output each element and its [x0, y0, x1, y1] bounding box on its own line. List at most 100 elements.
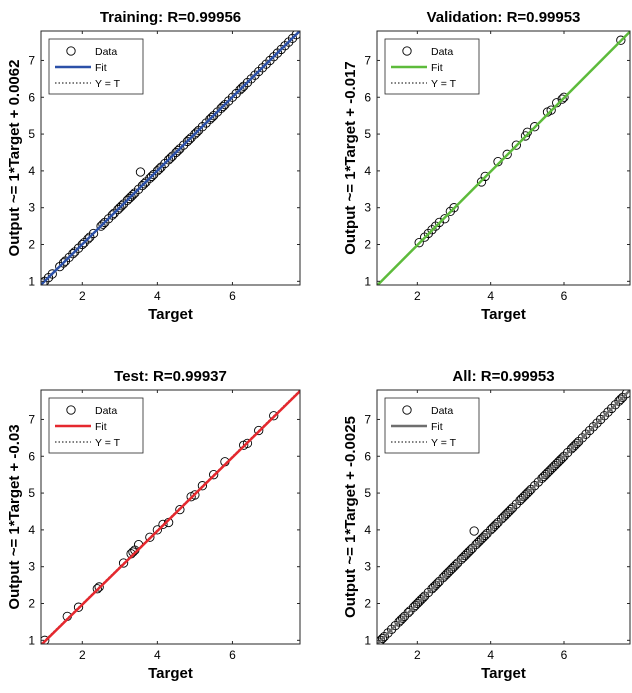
data-point [118, 558, 129, 568]
legend-box [48, 397, 144, 454]
fit-line [41, 390, 300, 644]
x-axis-label: Target [481, 306, 526, 323]
data-point [154, 164, 164, 174]
chart-title: Test: R=0.99937 [114, 368, 227, 385]
y-tick-label: 3 [28, 560, 35, 574]
data-point [409, 602, 419, 612]
y-axis-label: Output ~= 1*Target + -0.03 [6, 424, 23, 609]
data-point [524, 486, 534, 496]
y-tick-label: 6 [364, 449, 371, 463]
y-tick-label: 1 [364, 274, 371, 288]
y-tick-label: 5 [364, 127, 371, 141]
data-point [128, 190, 138, 200]
data-point [92, 584, 102, 594]
x-tick-label: 6 [561, 289, 568, 303]
data-point [429, 582, 439, 592]
legend: Data Fit Y = T [384, 38, 480, 95]
data-point [559, 451, 569, 461]
data-point [152, 525, 163, 535]
data-point [489, 521, 499, 531]
legend: Data Fit Y = T [384, 397, 480, 454]
y-tick-label: 4 [364, 164, 371, 178]
data-point [197, 481, 208, 491]
data-point [41, 635, 50, 644]
y-tick-label: 7 [28, 412, 35, 426]
data-point [581, 429, 591, 439]
data-point [500, 510, 510, 520]
data-point [443, 567, 454, 577]
axes-frame [376, 30, 631, 286]
data-point [399, 611, 410, 622]
y-tick-label: 6 [28, 449, 35, 463]
data-point [383, 628, 393, 638]
x-tick-label: 2 [79, 289, 86, 303]
fit-line [377, 390, 630, 644]
legend-label-data: Data [95, 405, 117, 417]
data-point [107, 210, 117, 220]
plot-content [377, 31, 630, 285]
data-point [175, 504, 185, 515]
y-tick-label: 6 [28, 90, 35, 104]
data-point [41, 278, 48, 285]
x-axis-label: Target [148, 665, 193, 682]
data-point [432, 578, 443, 588]
data-point [596, 414, 606, 425]
axes-frame [40, 389, 301, 645]
legend-marker-data [402, 405, 412, 415]
data-point [480, 171, 490, 182]
data-point [465, 545, 476, 555]
data-point [616, 394, 626, 404]
data-point [431, 221, 441, 231]
data-point [420, 591, 430, 601]
data-point [508, 503, 518, 513]
legend-label-data: Data [431, 46, 453, 58]
data-point [555, 455, 565, 465]
data-point [445, 206, 455, 217]
data-point [502, 149, 512, 159]
data-point [117, 201, 127, 211]
data-point [491, 519, 501, 530]
data-point [147, 171, 157, 182]
data-point [533, 477, 543, 487]
data-point [453, 558, 463, 568]
x-axis-label: Target [481, 665, 526, 682]
data-point [434, 576, 444, 587]
data-point [572, 438, 582, 449]
data-point [405, 606, 415, 616]
legend-label-data: Data [95, 46, 117, 58]
y-axis-label: Output ~= 1*Target + 0.0062 [6, 60, 23, 257]
data-point [539, 471, 549, 482]
data-point [379, 631, 389, 642]
data-point [467, 543, 477, 553]
y-tick-label: 2 [364, 597, 371, 611]
data-point [184, 134, 194, 145]
x-tick-label: 2 [414, 289, 421, 303]
y-tick-label: 4 [28, 523, 35, 537]
legend-label-data: Data [431, 405, 453, 417]
y-tick-label: 3 [364, 201, 371, 215]
data-point [475, 536, 485, 546]
plot-content [377, 390, 630, 644]
data-point [58, 258, 69, 268]
data-point [585, 425, 595, 436]
y-tick-label: 1 [28, 633, 35, 647]
data-point [47, 269, 57, 279]
data-point [427, 584, 437, 594]
plot-content [41, 390, 300, 644]
legend-label-identity: Y = T [95, 437, 121, 449]
data-point [570, 440, 580, 450]
data-point [544, 466, 554, 476]
data-point [377, 637, 384, 644]
legend-marker-data [66, 405, 76, 415]
data-point [478, 532, 488, 542]
chart-title: All: R=0.99953 [452, 368, 554, 385]
data-point [165, 153, 176, 163]
data-point [291, 31, 300, 40]
x-tick-label: 6 [229, 289, 236, 303]
data-point [412, 598, 422, 609]
data-point [511, 499, 521, 509]
data-point [394, 617, 404, 627]
x-tick-label: 4 [154, 289, 161, 303]
chart-title: Validation: R=0.99953 [427, 9, 581, 26]
data-point [416, 595, 426, 605]
